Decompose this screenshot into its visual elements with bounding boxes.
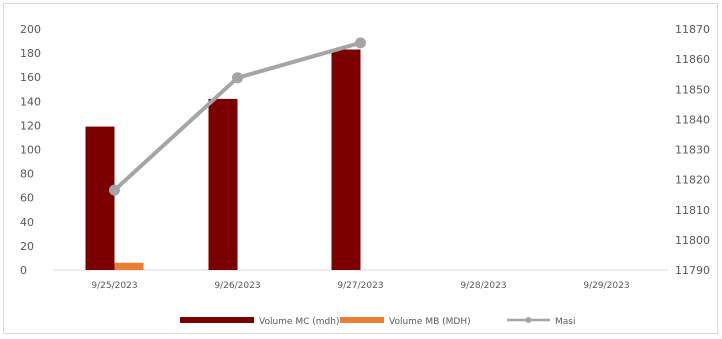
y-right-tick-label: 11840 [675, 113, 710, 126]
y-left-tick-label: 40 [20, 216, 34, 229]
y-right-tick-label: 11850 [675, 83, 710, 96]
right-axis-ticks: 11790 11800 11810 11820 11830 11840 11850 11860… [675, 23, 710, 277]
left-axis-ticks: 0 20 40 60 80 100 120 140 160 180 200 [20, 23, 41, 277]
legend-item-volume-mc: Volume MC (mdh) [180, 317, 339, 327]
bar-volume-mc-mdh [331, 49, 361, 270]
x-tick-label: 9/28/2023 [460, 281, 506, 291]
y-left-tick-label: 60 [20, 192, 34, 205]
legend-label-volume-mb: Volume MB (MDH) [389, 317, 471, 327]
y-right-tick-label: 11870 [675, 23, 710, 36]
y-left-tick-label: 100 [20, 144, 41, 157]
masi-point [355, 37, 366, 49]
chart-frame: 0 20 40 60 80 100 120 140 160 180 200 11790 11800 11… [3, 3, 718, 334]
y-right-tick-label: 11790 [675, 264, 710, 277]
bar-volume-mc-mdh [208, 98, 238, 270]
bar-volume-mb-mdh [114, 262, 144, 270]
y-left-tick-label: 160 [20, 71, 41, 84]
line-series [109, 37, 366, 196]
legend-swatch-volume-mc [180, 317, 254, 323]
y-right-tick-label: 11810 [675, 204, 710, 217]
x-tick-label: 9/29/2023 [583, 281, 629, 291]
x-tick-label: 9/27/2023 [337, 281, 383, 291]
bar-volume-mc-mdh [85, 126, 115, 270]
y-left-tick-label: 120 [20, 119, 41, 132]
y-right-tick-label: 11820 [675, 174, 710, 187]
legend-item-volume-mb: Volume MB (MDH) [340, 317, 471, 327]
legend-label-masi: Masi [555, 317, 575, 327]
y-left-tick-label: 80 [20, 168, 34, 181]
y-left-tick-label: 200 [20, 23, 41, 36]
y-left-tick-label: 0 [20, 264, 27, 277]
y-right-tick-label: 11860 [675, 53, 710, 66]
x-tick-label: 9/26/2023 [214, 281, 260, 291]
y-right-tick-label: 11830 [675, 144, 710, 157]
y-left-tick-label: 20 [20, 240, 34, 253]
y-left-tick-label: 180 [20, 47, 41, 60]
legend-label-volume-mc: Volume MC (mdh) [259, 317, 339, 327]
legend-swatch-volume-mb [340, 317, 384, 323]
x-tick-label: 9/25/2023 [91, 281, 137, 291]
x-axis-ticks: 9/25/2023 9/26/2023 9/27/2023 9/28/2023 9/29… [91, 281, 629, 291]
legend-item-masi: Masi [507, 317, 575, 327]
masi-point [232, 72, 243, 84]
legend-swatch-masi-marker [525, 317, 532, 323]
y-left-tick-label: 140 [20, 95, 41, 108]
y-right-tick-label: 11800 [675, 234, 710, 247]
masi-point [109, 184, 120, 196]
bar-series [85, 49, 361, 270]
legend: Volume MC (mdh) Volume MB (MDH) Masi [180, 317, 575, 327]
